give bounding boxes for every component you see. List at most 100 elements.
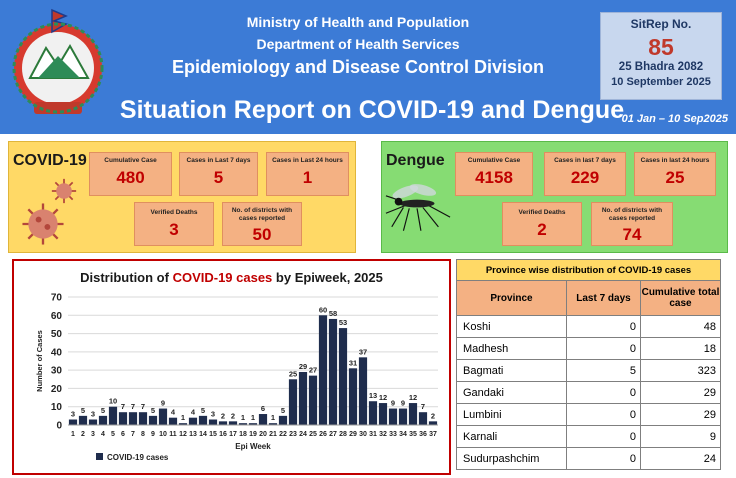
bar [368, 401, 378, 425]
y-tick-label: 10 [51, 402, 63, 413]
card-value: 25 [665, 168, 685, 187]
card-label: Cumulative Case [104, 157, 157, 164]
card-label: Cases in Last 24 hours [272, 157, 343, 164]
card-value: 3 [169, 220, 179, 239]
covid-districts-card: No. of districts with cases reported 50 [222, 202, 302, 246]
x-tick-label: 36 [419, 431, 427, 438]
bar [78, 415, 88, 425]
x-tick-label: 35 [409, 431, 417, 438]
covid-last7-card: Cases in Last 7 days 5 [179, 152, 258, 196]
x-tick-label: 24 [299, 431, 307, 438]
x-tick-label: 8 [141, 431, 145, 438]
virus-icon [51, 178, 77, 204]
data-label: 4 [171, 408, 176, 417]
y-tick-label: 20 [51, 384, 63, 395]
card-value: 2 [537, 220, 547, 239]
last7-value: 0 [566, 381, 641, 404]
dengue-cumulative-card: Cumulative Case 4158 [455, 152, 533, 196]
bar [408, 403, 418, 425]
province-name: Karnali [456, 425, 567, 448]
data-label: 6 [261, 404, 265, 413]
dengue-deaths-card: Verified Deaths 2 [502, 202, 582, 246]
x-tick-label: 17 [229, 431, 237, 438]
x-tick-label: 29 [349, 431, 357, 438]
dengue-districts-card: No. of districts with cases reported 74 [591, 202, 673, 246]
sitrep-number: 85 [648, 34, 674, 60]
y-tick-label: 50 [51, 329, 63, 340]
covid-epiweek-chart-panel: Distribution of COVID-19 cases by Epiwee… [12, 259, 451, 475]
covid-cumulative-card: Cumulative Case 480 [89, 152, 172, 196]
bar [198, 415, 208, 425]
data-label: 4 [191, 408, 196, 417]
bar [328, 318, 338, 425]
total-value: 29 [640, 403, 721, 426]
x-tick-label: 9 [151, 431, 155, 438]
data-label: 5 [81, 406, 85, 415]
card-label: Verified Deaths [150, 209, 198, 216]
total-value: 24 [640, 447, 721, 470]
last7-value: 0 [566, 425, 641, 448]
sitrep-label: SitRep No. [630, 17, 692, 31]
bar [358, 357, 368, 425]
data-label: 10 [109, 397, 117, 406]
bar [68, 419, 78, 425]
total-value: 9 [640, 425, 721, 448]
sitrep-date-english: 10 September 2025 [611, 76, 711, 88]
bar [118, 412, 128, 425]
province-name: Bagmati [456, 359, 567, 382]
table-row: Madhesh 0 18 [456, 337, 721, 360]
x-tick-label: 28 [339, 431, 347, 438]
data-label: 1 [271, 413, 275, 422]
bar [188, 417, 198, 425]
province-name: Lumbini [456, 403, 567, 426]
table-row: Karnali 0 9 [456, 425, 721, 448]
data-label: 9 [161, 399, 165, 408]
bar [98, 415, 108, 425]
last7-value: 0 [566, 447, 641, 470]
bar [338, 328, 348, 425]
table-row: Lumbini 0 29 [456, 403, 721, 426]
dengue-last24-card: Cases in last 24 hours 25 [634, 152, 716, 196]
table-row: Bagmati 5 323 [456, 359, 721, 382]
card-label: Cases in last 7 days [554, 157, 616, 164]
covid-deaths-card: Verified Deaths 3 [134, 202, 214, 246]
card-value: 1 [302, 168, 313, 187]
bar [168, 417, 178, 425]
ministry-name: Ministry of Health and Population [246, 14, 470, 30]
covid-last24-card: Cases in Last 24 hours 1 [266, 152, 349, 196]
x-tick-label: 31 [369, 431, 377, 438]
province-name: Koshi [456, 315, 567, 338]
data-label: 12 [379, 393, 387, 402]
bar [148, 415, 158, 425]
card-label: Verified Deaths [518, 209, 566, 216]
province-name: Madhesh [456, 337, 567, 360]
x-tick-label: 20 [259, 431, 267, 438]
x-tick-label: 14 [199, 431, 207, 438]
data-label: 1 [241, 413, 245, 422]
table-row: Gandaki 0 29 [456, 381, 721, 404]
data-label: 2 [431, 411, 435, 420]
card-value: 50 [252, 225, 272, 244]
total-value: 18 [640, 337, 721, 360]
bar [268, 423, 278, 425]
bar [298, 371, 308, 425]
x-tick-label: 19 [249, 431, 257, 438]
bar [108, 406, 118, 425]
card-value: 74 [622, 225, 642, 244]
covid-title: COVID-19 [13, 152, 87, 169]
x-tick-label: 23 [289, 431, 297, 438]
y-axis-label: Number of Cases [35, 330, 44, 392]
data-label: 3 [91, 410, 95, 419]
y-tick-label: 60 [51, 311, 63, 322]
data-label: 7 [421, 402, 425, 411]
data-label: 29 [299, 362, 307, 371]
nepal-emblem-icon [12, 8, 104, 114]
data-label: 2 [221, 411, 225, 420]
x-tick-label: 10 [159, 431, 167, 438]
x-tick-label: 37 [429, 431, 437, 438]
dengue-title: Dengue [386, 152, 445, 169]
card-label: Cases in Last 7 days [186, 157, 251, 164]
bar [388, 408, 398, 425]
x-tick-label: 22 [279, 431, 287, 438]
data-label: 12 [409, 393, 417, 402]
